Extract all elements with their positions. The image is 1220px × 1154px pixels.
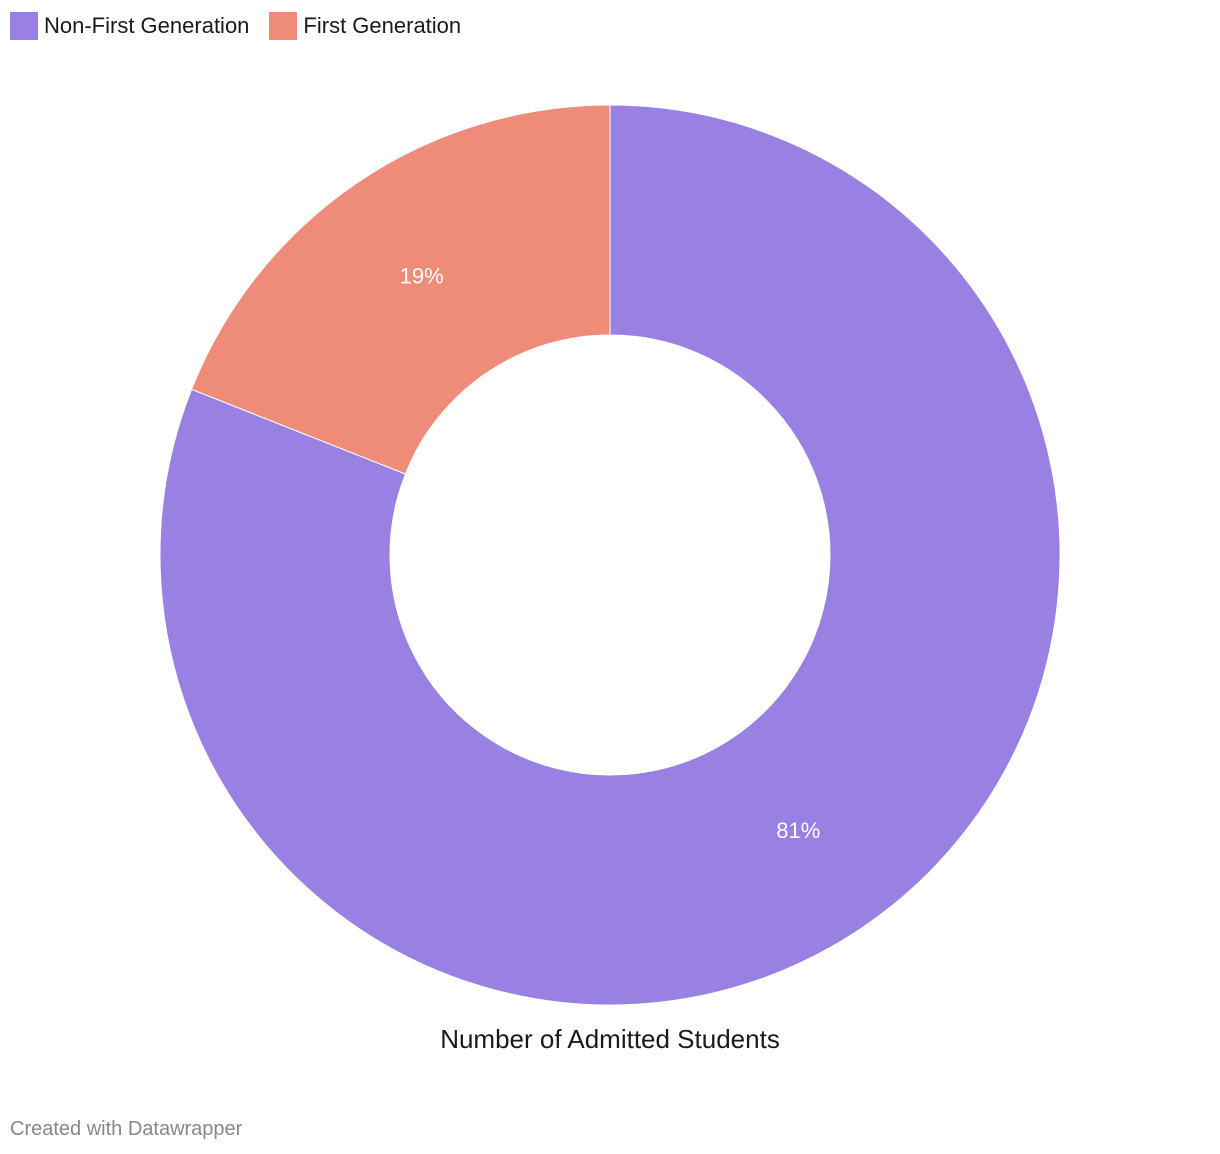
legend-swatch-non-first-generation — [10, 12, 38, 40]
donut-slice-non-first-generation — [159, 104, 1061, 1006]
chart-caption: Number of Admitted Students — [440, 1024, 780, 1054]
data-label-non-first-generation: 81% — [776, 818, 820, 843]
chart-legend: Non-First Generation First Generation — [10, 11, 481, 41]
legend-swatch-first-generation — [269, 12, 298, 40]
donut-slice-first-generation — [190, 104, 611, 475]
legend-item-non-first-generation: Non-First Generation — [10, 12, 249, 40]
donut-chart: 81% 19% — [159, 104, 1061, 1006]
legend-label-non-first-generation: Non-First Generation — [44, 13, 250, 38]
legend-item-first-generation: First Generation — [269, 12, 461, 40]
footer-credit: Created with Datawrapper — [10, 1118, 243, 1140]
legend-label-first-generation: First Generation — [303, 13, 462, 38]
data-label-first-generation: 19% — [400, 264, 444, 289]
